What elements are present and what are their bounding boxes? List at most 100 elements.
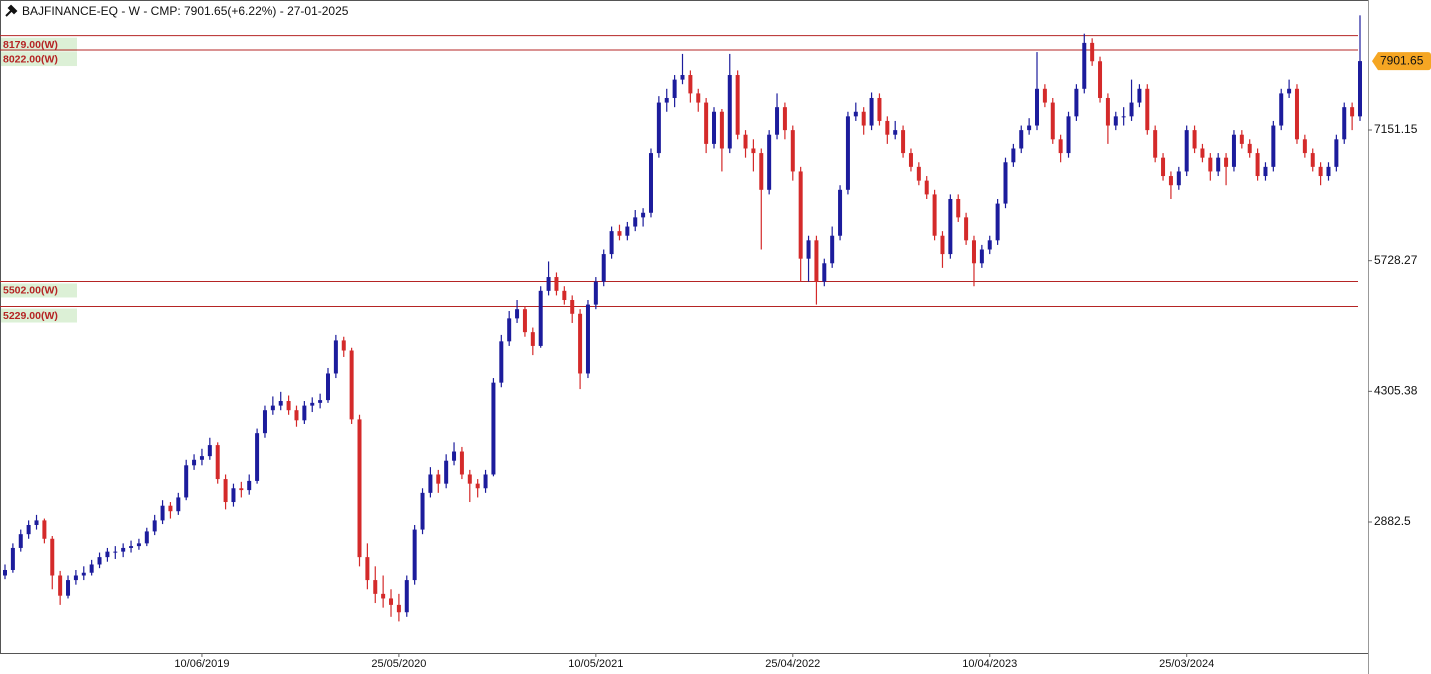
candle-body <box>735 75 740 135</box>
candle-body <box>483 474 488 489</box>
price-tag <box>1372 52 1431 71</box>
candle-body <box>940 235 945 255</box>
candle-body <box>412 529 417 581</box>
candle-body <box>1247 143 1252 154</box>
candle-body <box>507 318 512 342</box>
candle-body <box>420 492 425 530</box>
candle-body <box>294 410 299 421</box>
candle-body <box>444 460 449 484</box>
candle-body <box>207 445 212 457</box>
candle-body <box>26 524 31 535</box>
candle-body <box>1200 148 1205 158</box>
candle-body <box>1066 116 1071 154</box>
candle-body <box>89 564 94 573</box>
candle-body <box>42 520 47 539</box>
candle-body <box>1318 166 1323 177</box>
candle-body <box>1294 88 1299 140</box>
candle-body <box>1239 134 1244 144</box>
candle-body <box>1192 130 1197 149</box>
candle-body <box>1019 130 1024 149</box>
candle-body <box>152 520 157 532</box>
candle-body <box>979 249 984 264</box>
candle-body <box>349 350 354 420</box>
candle-body <box>247 480 252 491</box>
level-label-box <box>1 283 77 298</box>
x-tick-label: 25/04/2022 <box>765 658 820 670</box>
level-label: 5229.00(W) <box>3 310 58 322</box>
candle-body <box>459 451 464 475</box>
candle-body <box>365 557 370 581</box>
candle-body <box>908 153 913 167</box>
candle-body <box>192 459 197 466</box>
candle-body <box>144 531 149 544</box>
candle-body <box>1058 139 1063 154</box>
candle-body <box>1074 88 1079 117</box>
candle-body <box>853 111 858 117</box>
candle-body <box>1287 88 1292 94</box>
candle-body <box>578 313 583 374</box>
candle-body <box>1176 171 1181 186</box>
candle-body <box>767 134 772 190</box>
candle-body <box>255 433 260 481</box>
candle-body <box>270 405 275 411</box>
candle-body <box>656 102 661 154</box>
candle-body <box>302 405 307 421</box>
candle-body <box>759 153 764 190</box>
candle-body <box>916 166 921 181</box>
candle-body <box>199 456 204 460</box>
candle-body <box>341 340 346 351</box>
candle-body <box>389 598 394 605</box>
candle-body <box>806 240 811 259</box>
candle-body <box>499 341 504 383</box>
candle-body <box>869 97 874 126</box>
candle-body <box>664 97 669 103</box>
candle-body <box>97 557 102 565</box>
candle-body <box>609 231 614 255</box>
candle-body <box>1098 61 1103 98</box>
candle-body <box>838 189 843 236</box>
candle-body <box>1145 88 1150 131</box>
candle-body <box>554 277 559 291</box>
candle-body <box>1263 166 1268 177</box>
candle-body <box>1302 139 1307 154</box>
candle-body <box>885 120 890 135</box>
level-label-box <box>1 308 77 323</box>
x-tick-label: 10/06/2019 <box>174 658 229 670</box>
candle-body <box>1035 88 1040 126</box>
candle-body <box>798 171 803 259</box>
candle-body <box>1255 153 1260 177</box>
candle-body <box>775 107 780 135</box>
y-tick-label: 5728.27 <box>1374 253 1418 267</box>
candle-body <box>113 551 118 553</box>
candle-body <box>1161 157 1166 177</box>
candle-body <box>452 451 457 461</box>
candle-body <box>861 111 866 126</box>
candle-body <box>538 290 543 346</box>
candle-body <box>1358 61 1362 117</box>
candle-body <box>948 198 953 255</box>
level-label-box <box>1 37 77 52</box>
candle-body <box>877 97 882 121</box>
candle-body <box>1231 134 1236 167</box>
candle-body <box>1011 148 1016 163</box>
candle-body <box>278 401 283 406</box>
candle-body <box>325 373 330 401</box>
candle-body <box>1208 157 1213 172</box>
candle-body <box>641 212 646 218</box>
candle-body <box>239 488 244 491</box>
candle-body <box>105 551 110 558</box>
candle-body <box>522 309 527 333</box>
candle-body <box>1279 93 1284 126</box>
candle-body <box>625 226 630 236</box>
candle-body <box>286 401 291 411</box>
candle-body <box>672 79 677 98</box>
y-tick-label: 7151.15 <box>1374 122 1418 136</box>
candle-body <box>262 410 267 434</box>
candle-body <box>704 102 709 144</box>
candle-body <box>404 580 409 613</box>
candle-body <box>436 474 441 484</box>
candle-body <box>1113 116 1118 126</box>
level-label: 8022.00(W) <box>3 53 58 65</box>
candle-body <box>18 534 23 548</box>
